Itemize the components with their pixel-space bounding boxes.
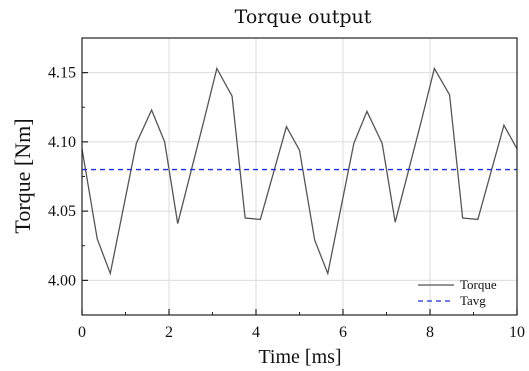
x-axis-label: Time [ms]: [258, 346, 341, 368]
x-tick-label: 0: [78, 324, 86, 341]
legend-label-tavg: Tavg: [460, 293, 486, 308]
y-tick-label: 4.15: [48, 65, 76, 82]
series-layer: [81, 66, 518, 276]
legend-label-torque: Torque: [460, 277, 497, 292]
tick-layer: 0 2 4 6 8 10 4.00 4.05 4.10 4.15: [48, 37, 525, 341]
x-tick-label: 4: [252, 324, 260, 341]
y-tick-label: 4.00: [48, 272, 76, 289]
y-tick-label: 4.05: [48, 203, 76, 220]
chart-title: Torque output: [235, 6, 372, 28]
x-tick-label: 10: [509, 324, 525, 341]
x-tick-label: 6: [339, 324, 347, 341]
x-tick-label: 2: [165, 324, 173, 341]
series-line-torque: [81, 66, 518, 276]
y-tick-label: 4.10: [48, 134, 76, 151]
x-tick-label: 8: [426, 324, 434, 341]
y-axis-label: Torque [Nm]: [10, 118, 35, 233]
